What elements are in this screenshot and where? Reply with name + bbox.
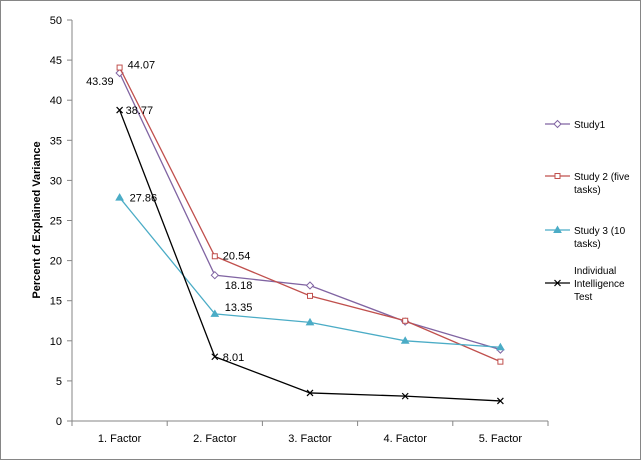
series-1: 43.39 18.18 — [86, 68, 505, 354]
legend-entry: Study 3 (10 tasks) — [545, 225, 626, 250]
y-tick-label: 35 — [50, 135, 62, 147]
data-point — [305, 281, 315, 290]
legend-label-line: Individual — [574, 266, 616, 277]
y-tick-label: 5 — [56, 376, 62, 388]
legend-label-line: tasks) — [574, 185, 601, 196]
legend: Study1 Study 2 (five tasks) Study 3 (10 task… — [545, 119, 630, 303]
data-point-stroke — [211, 353, 219, 361]
legend-label: Study1 — [574, 120, 606, 131]
y-tick-label: 10 — [50, 336, 62, 348]
data-label: 44.07 — [128, 60, 156, 72]
legend-label-line: Intelligence — [574, 279, 625, 290]
data-point — [307, 292, 313, 299]
data-point — [496, 397, 504, 405]
data-label: 8.01 — [223, 352, 244, 364]
x-tick-label: 4. Factor — [383, 433, 427, 445]
x-tick-label: 3. Factor — [288, 433, 332, 445]
x-tick-label: 5. Factor — [479, 433, 523, 445]
data-point — [400, 336, 410, 344]
legend-entry: Individual Intelligence Test — [545, 266, 625, 303]
data-point-stroke — [306, 389, 314, 397]
y-tick-label: 40 — [50, 95, 62, 107]
y-tick-label: 25 — [50, 216, 62, 228]
legend-label: Individual Intelligence Test — [574, 266, 625, 303]
y-tick-label: 0 — [56, 416, 62, 428]
data-label: 18.18 — [225, 280, 253, 292]
data-point-stroke — [496, 397, 504, 405]
data-point — [497, 358, 504, 365]
legend-label-line: Study 3 (10 — [574, 226, 626, 237]
data-point — [554, 173, 561, 179]
data-point — [553, 225, 562, 233]
data-label: 43.39 — [86, 76, 114, 88]
data-point — [115, 193, 124, 201]
series-3: 27.86 13.35 — [115, 193, 505, 351]
data-label: 38.77 — [126, 105, 154, 117]
data-label: 13.35 — [225, 302, 253, 314]
data-point — [553, 119, 562, 129]
x-tick-labels: 1. Factor 2. Factor 3. Factor 4. Factor 5. F… — [98, 433, 523, 445]
y-tick-label: 20 — [50, 256, 62, 268]
data-point — [401, 392, 409, 400]
data-point — [402, 317, 409, 324]
y-tick-labels: 0 5 10 15 20 25 30 35 40 45 50 — [50, 15, 62, 428]
data-point — [306, 389, 314, 397]
y-axis-label: Percent of Explained Variance — [31, 141, 43, 298]
legend-label-line: Study 2 (five — [574, 172, 630, 183]
legend-label-line: Test — [574, 292, 593, 303]
data-label: 20.54 — [223, 250, 251, 262]
y-tick-label: 45 — [50, 55, 62, 67]
legend-label-line: Study1 — [574, 120, 606, 131]
series-line — [119, 67, 501, 363]
data-point-stroke — [554, 279, 561, 287]
series-line — [118, 109, 501, 402]
legend-entry: Study1 — [545, 119, 606, 131]
legend-label: Study 3 (10 tasks) — [574, 226, 626, 250]
data-point — [116, 106, 124, 114]
y-tick-label: 50 — [50, 15, 62, 27]
data-point — [554, 279, 561, 287]
x-tick-label: 1. Factor — [98, 433, 142, 445]
data-point — [496, 342, 505, 351]
legend-label-line: tasks) — [574, 239, 601, 250]
data-label: 27.86 — [130, 193, 158, 205]
y-tick-label: 30 — [50, 175, 62, 187]
x-tick-label: 2. Factor — [193, 433, 237, 445]
data-point — [210, 309, 220, 317]
data-point — [305, 317, 315, 326]
data-point-stroke — [401, 392, 409, 400]
data-point — [210, 270, 220, 280]
axes — [67, 19, 549, 426]
data-point — [116, 64, 123, 71]
series-line — [119, 72, 501, 351]
y-tick-label: 15 — [50, 296, 62, 308]
series-4: 38.77 8.01 — [116, 105, 504, 405]
series-group: 43.39 18.18 44.07 20.54 27.86 13.35 38.77 8.01 — [86, 60, 505, 405]
data-point-stroke — [116, 106, 124, 114]
legend-entry: Study 2 (five tasks) — [545, 172, 630, 196]
data-point — [211, 253, 218, 260]
legend-label: Study 2 (five tasks) — [574, 172, 630, 196]
series-2: 44.07 20.54 — [116, 60, 504, 365]
data-point — [211, 353, 219, 361]
